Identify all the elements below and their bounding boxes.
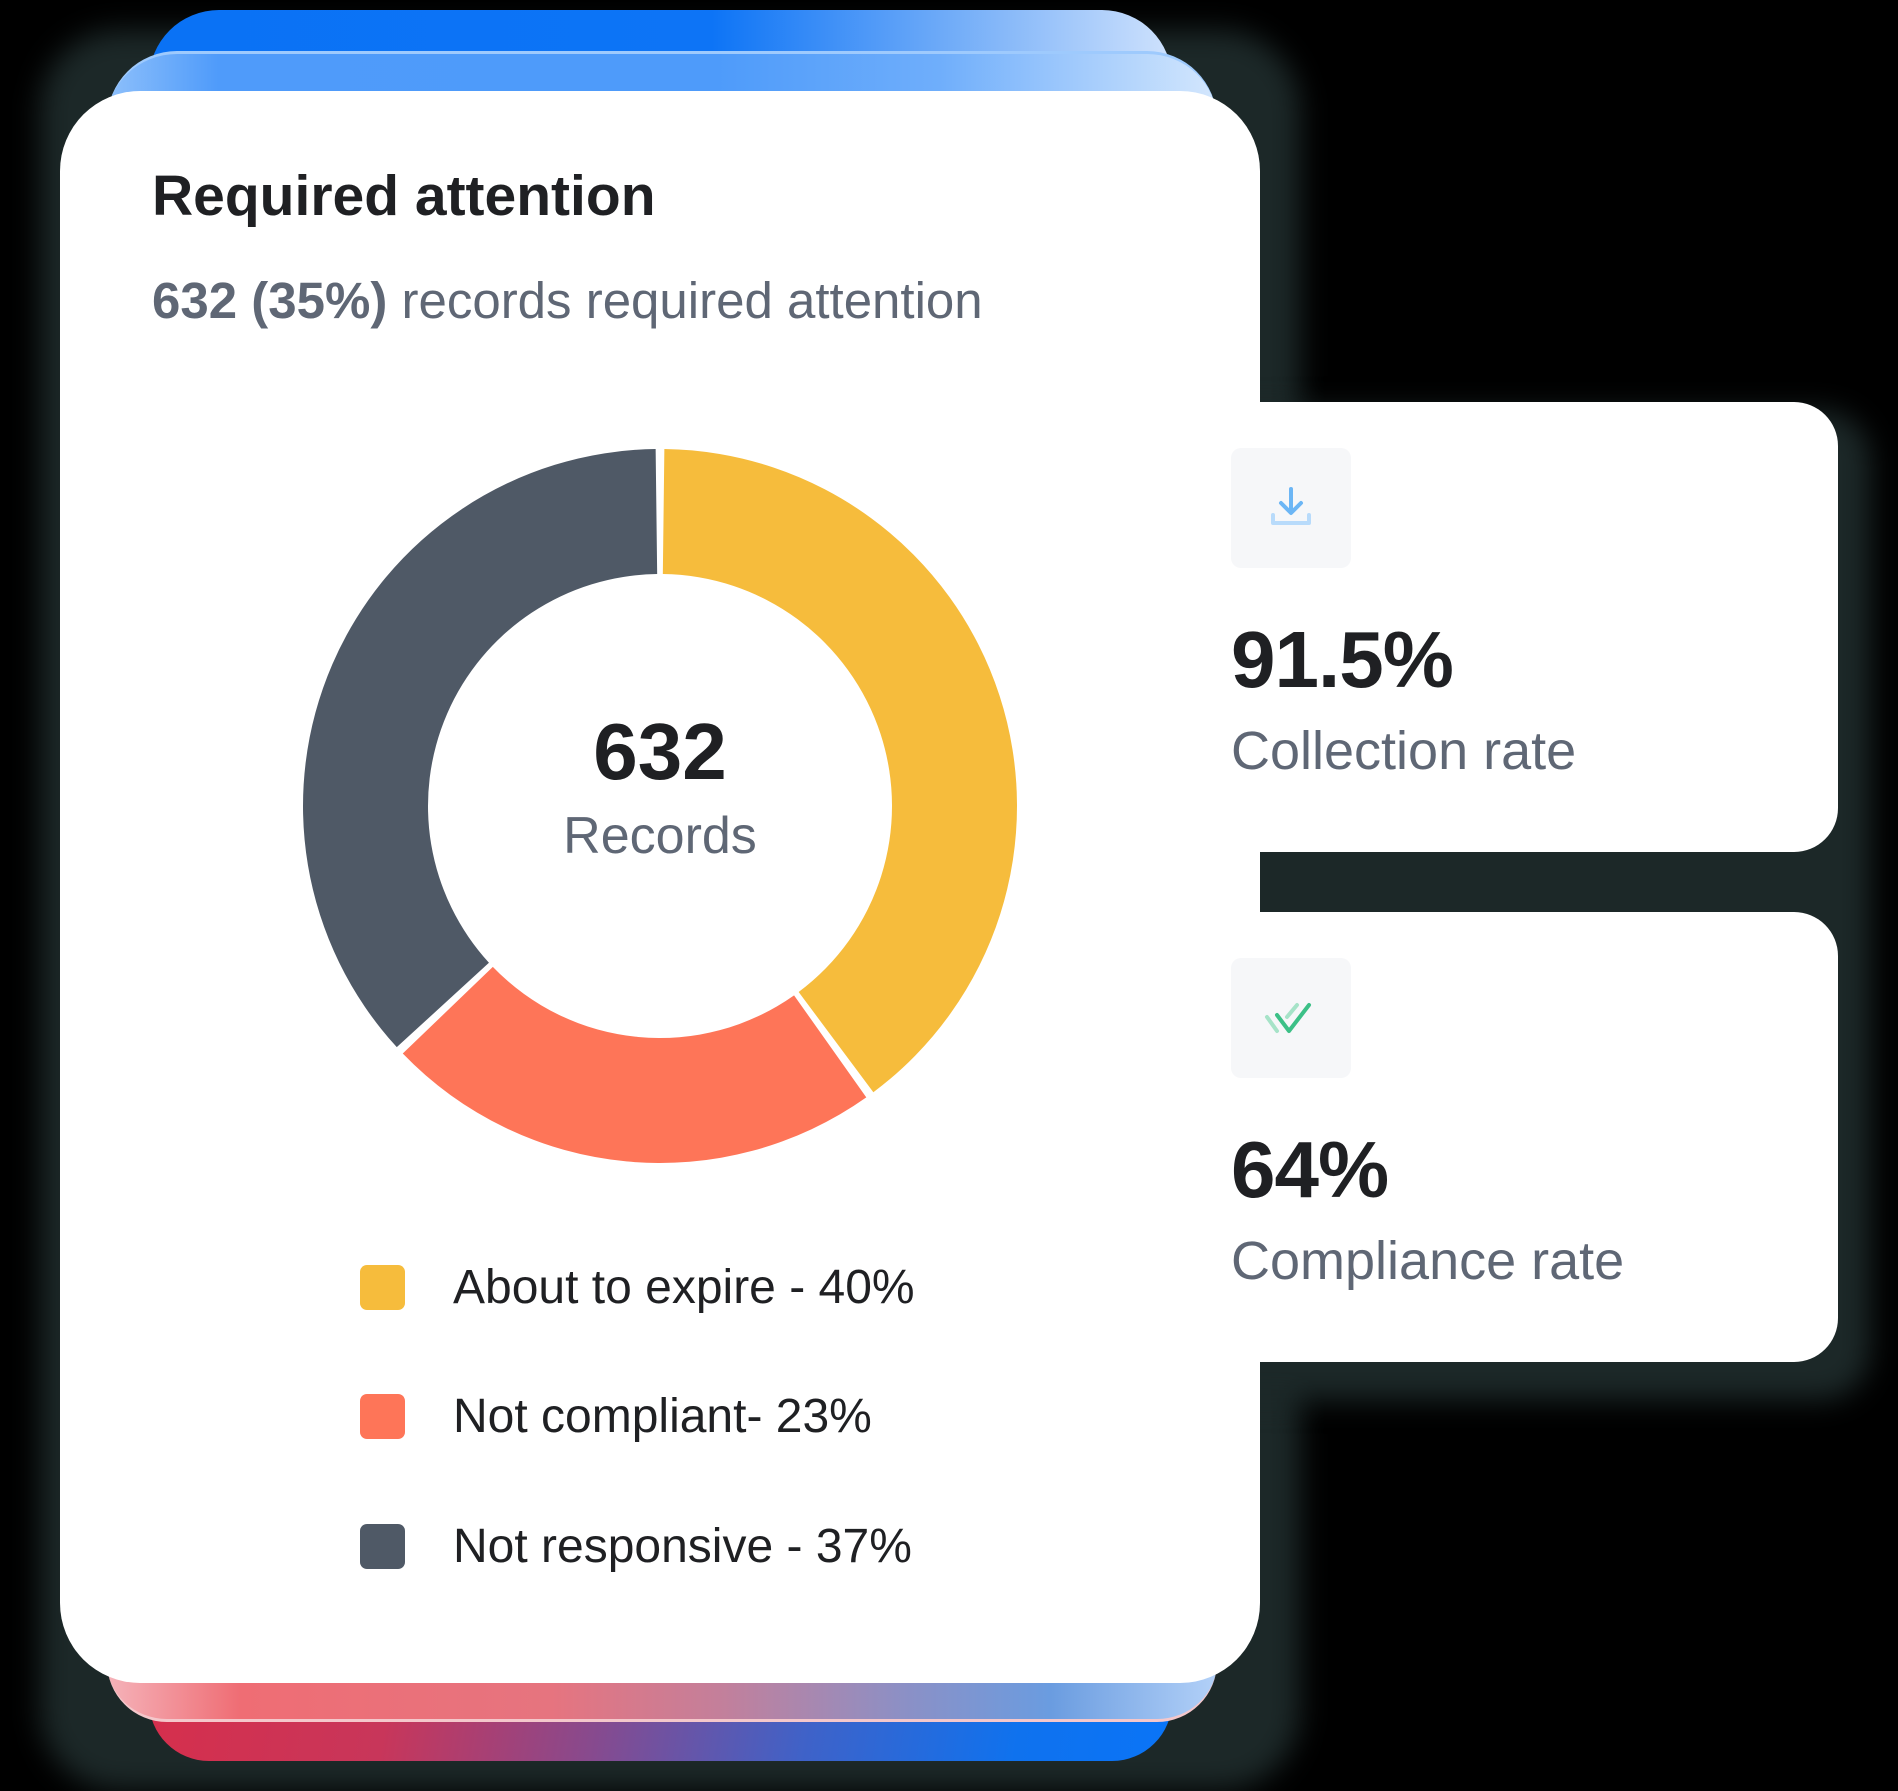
collection-rate-card: 91.5% Collection rate: [1140, 402, 1838, 852]
donut-segment-not-responsive: [302, 449, 658, 1048]
legend-label: Not responsive - 37%: [453, 1519, 912, 1573]
subtitle-count: 632 (35%): [152, 272, 388, 329]
legend-label: Not compliant- 23%: [453, 1389, 872, 1443]
download-icon: [1271, 487, 1311, 525]
legend-swatch: [360, 1523, 405, 1569]
double-check-icon: [1265, 1003, 1311, 1033]
collection-rate-value: 91.5%: [1231, 615, 1454, 704]
card-title: Required attention: [152, 164, 656, 228]
donut-center-value: 632: [593, 707, 727, 796]
compliance-rate-value: 64%: [1231, 1125, 1389, 1214]
required-attention-card: [60, 91, 1260, 1683]
legend-item-not-compliant: Not compliant- 23%: [360, 1386, 872, 1446]
legend-item-not-responsive: Not responsive - 37%: [360, 1516, 912, 1576]
icon-container: [1231, 448, 1351, 568]
legend-swatch: [360, 1264, 405, 1310]
donut-center-label: Records: [563, 807, 757, 865]
card-subtitle: 632 (35%) records required attention: [152, 271, 983, 330]
collection-rate-label: Collection rate: [1231, 721, 1577, 781]
donut-chart: [302, 449, 1017, 1163]
compliance-rate-label: Compliance rate: [1231, 1231, 1625, 1291]
legend-swatch: [360, 1393, 405, 1439]
compliance-rate-card: 64% Compliance rate: [1140, 912, 1838, 1362]
icon-container: [1231, 958, 1351, 1078]
subtitle-text: records required attention: [387, 272, 983, 329]
donut-segment-not-compliant: [402, 966, 867, 1163]
donut-segment-about-to-expire: [662, 449, 1017, 1093]
legend-label: About to expire - 40%: [453, 1260, 915, 1314]
legend-item-about-to-expire: About to expire - 40%: [360, 1257, 915, 1317]
